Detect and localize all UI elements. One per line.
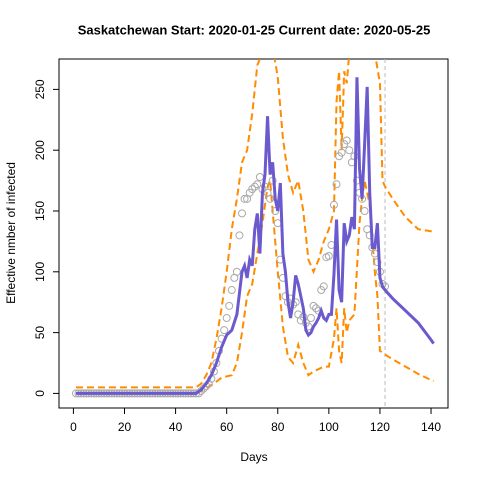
observed-point	[227, 286, 236, 295]
observed-point	[253, 180, 262, 189]
x-tick-label: 20	[118, 420, 132, 434]
y-tick-label: 100	[33, 261, 47, 281]
x-tick-label: 140	[421, 420, 441, 434]
observed-point	[319, 282, 328, 291]
upper-band	[75, 59, 434, 389]
y-tick-label: 50	[33, 326, 47, 340]
x-tick-label: 0	[70, 420, 77, 434]
observed-point	[266, 194, 275, 203]
observed-point	[240, 194, 249, 203]
observed-point	[222, 314, 231, 323]
x-tick-label: 80	[271, 420, 285, 434]
observed-point	[332, 180, 341, 189]
observed-point	[238, 209, 247, 218]
observed-point	[306, 314, 315, 323]
y-tick-label: 200	[33, 140, 47, 160]
x-tick-label: 100	[319, 420, 339, 434]
y-tick-label: 250	[33, 79, 47, 99]
y-tick-label: 150	[33, 201, 47, 221]
observed-point	[345, 146, 354, 155]
x-tick-label: 60	[220, 420, 234, 434]
chart-title: Saskatchewan Start: 2020-01-25 Current d…	[78, 22, 431, 37]
observed-point	[360, 207, 369, 216]
observed-point	[235, 231, 244, 240]
observed-point	[255, 172, 264, 181]
y-tick-label: 0	[33, 390, 47, 397]
x-tick-label: 120	[370, 420, 390, 434]
observed-point	[309, 301, 318, 310]
x-axis-label: Days	[240, 450, 267, 464]
observed-point	[329, 200, 338, 209]
observed-point	[250, 182, 259, 191]
observed-point	[225, 301, 234, 310]
observed-point	[312, 304, 321, 313]
plot-area	[71, 59, 435, 408]
observed-point	[232, 267, 241, 276]
observed-point	[220, 326, 229, 335]
x-tick-label: 40	[169, 420, 183, 434]
observed-point	[337, 148, 346, 157]
observed-point	[365, 231, 374, 240]
observed-point	[248, 185, 257, 194]
plot-frame	[58, 58, 449, 409]
observed-point	[373, 258, 382, 267]
y-axis-label: Effective nmber of infected	[4, 162, 18, 304]
fitted-line	[75, 77, 435, 395]
observed-point	[342, 136, 351, 145]
observed-point	[324, 251, 333, 260]
